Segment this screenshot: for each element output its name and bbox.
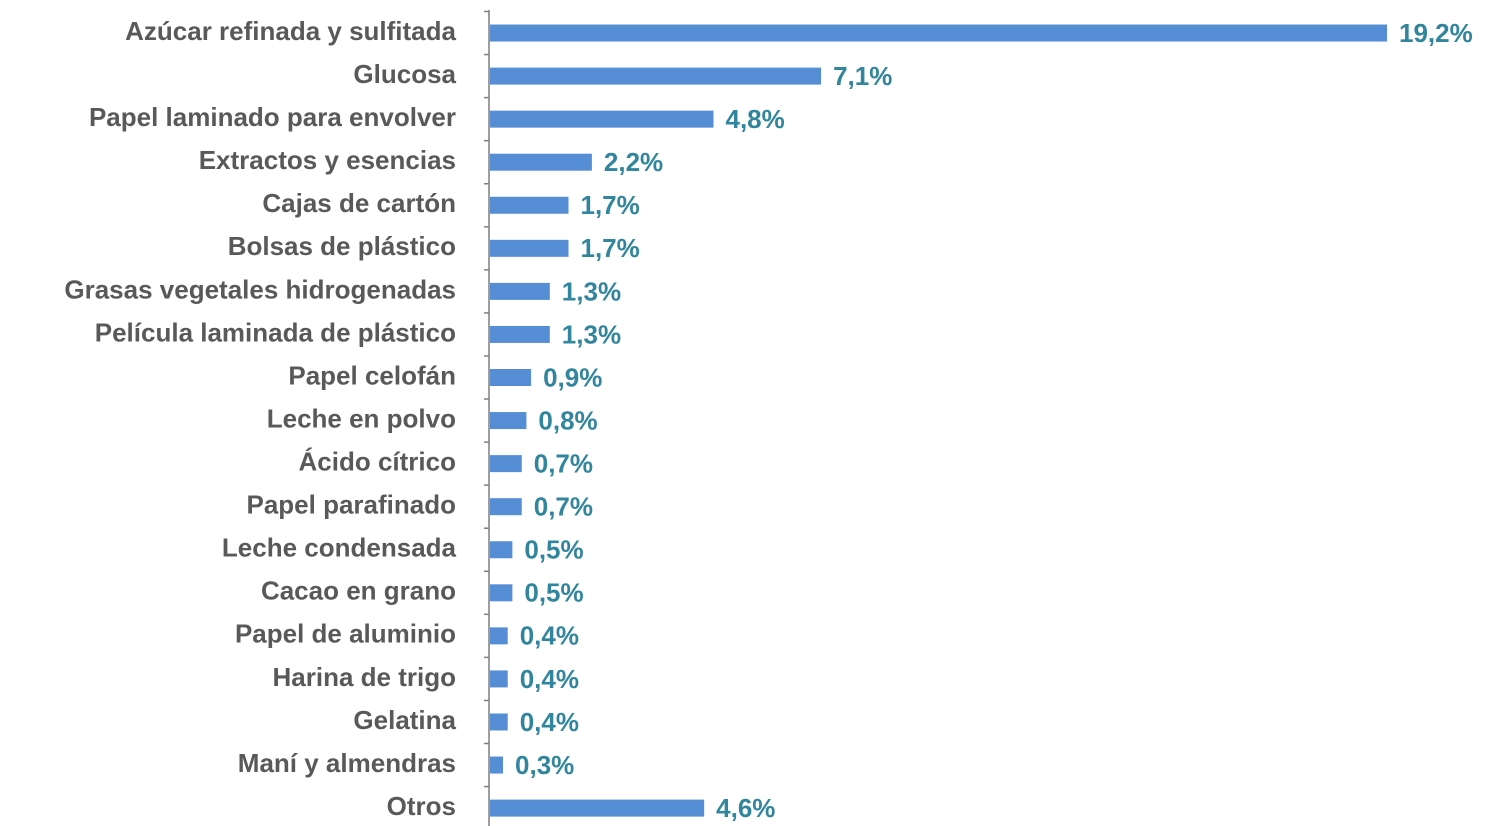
y-tick-label: Cacao en grano bbox=[261, 576, 456, 606]
bar bbox=[490, 713, 508, 731]
data-label: 0,7% bbox=[534, 492, 593, 522]
bar bbox=[490, 584, 513, 602]
y-tick-label: Ácido cítrico bbox=[299, 447, 456, 477]
data-label: 0,4% bbox=[520, 621, 579, 651]
data-label: 4,8% bbox=[726, 104, 785, 134]
bar bbox=[490, 670, 508, 688]
data-label: 1,3% bbox=[562, 276, 621, 306]
y-tick-label: Cajas de cartón bbox=[262, 188, 456, 218]
data-label: 1,7% bbox=[581, 190, 640, 220]
data-label: 0,4% bbox=[520, 664, 579, 694]
y-tick-label: Leche en polvo bbox=[267, 403, 456, 433]
bar bbox=[490, 541, 513, 559]
y-tick-label: Papel de aluminio bbox=[235, 619, 456, 649]
data-label: 7,1% bbox=[833, 61, 892, 91]
bar bbox=[490, 756, 504, 774]
data-label: 0,3% bbox=[515, 750, 574, 780]
bar bbox=[490, 196, 569, 214]
y-tick-label: Bolsas de plástico bbox=[228, 231, 456, 261]
data-label: 0,4% bbox=[520, 707, 579, 737]
data-label: 1,7% bbox=[581, 233, 640, 263]
y-tick-label: Papel laminado para envolver bbox=[89, 102, 456, 132]
y-tick-label: Película laminada de plástico bbox=[95, 317, 456, 347]
data-label: 19,2% bbox=[1399, 18, 1473, 48]
data-label: 0,8% bbox=[538, 405, 597, 435]
bar bbox=[490, 239, 569, 257]
y-tick-label: Extractos y esencias bbox=[199, 145, 456, 175]
bar bbox=[490, 67, 822, 85]
data-label: 0,7% bbox=[534, 449, 593, 479]
data-label: 0,5% bbox=[524, 578, 583, 608]
bar bbox=[490, 627, 508, 645]
data-label: 2,2% bbox=[604, 147, 663, 177]
bar bbox=[490, 282, 550, 300]
y-tick-label: Azúcar refinada y sulfitada bbox=[125, 16, 456, 46]
y-tick-label: Grasas vegetales hidrogenadas bbox=[64, 274, 456, 304]
data-label: 0,9% bbox=[543, 362, 602, 392]
bar bbox=[490, 498, 522, 516]
bar bbox=[490, 110, 714, 128]
y-tick-label: Harina de trigo bbox=[273, 662, 456, 692]
y-tick-label: Maní y almendras bbox=[238, 748, 456, 778]
y-tick-label: Gelatina bbox=[353, 705, 456, 735]
data-label: 0,5% bbox=[524, 535, 583, 565]
bar bbox=[490, 325, 550, 343]
data-label: 1,3% bbox=[562, 319, 621, 349]
y-tick-label: Otros bbox=[387, 791, 456, 821]
bar bbox=[490, 799, 705, 817]
bar bbox=[490, 24, 1387, 42]
data-label: 4,6% bbox=[716, 793, 775, 823]
y-tick-label: Papel parafinado bbox=[247, 490, 457, 520]
y-tick-label: Glucosa bbox=[353, 59, 456, 89]
bar bbox=[490, 153, 592, 171]
bar bbox=[490, 412, 527, 430]
y-tick-label: Papel celofán bbox=[288, 360, 456, 390]
bar bbox=[490, 369, 532, 387]
bar bbox=[490, 455, 522, 473]
y-tick-label: Leche condensada bbox=[222, 533, 457, 563]
